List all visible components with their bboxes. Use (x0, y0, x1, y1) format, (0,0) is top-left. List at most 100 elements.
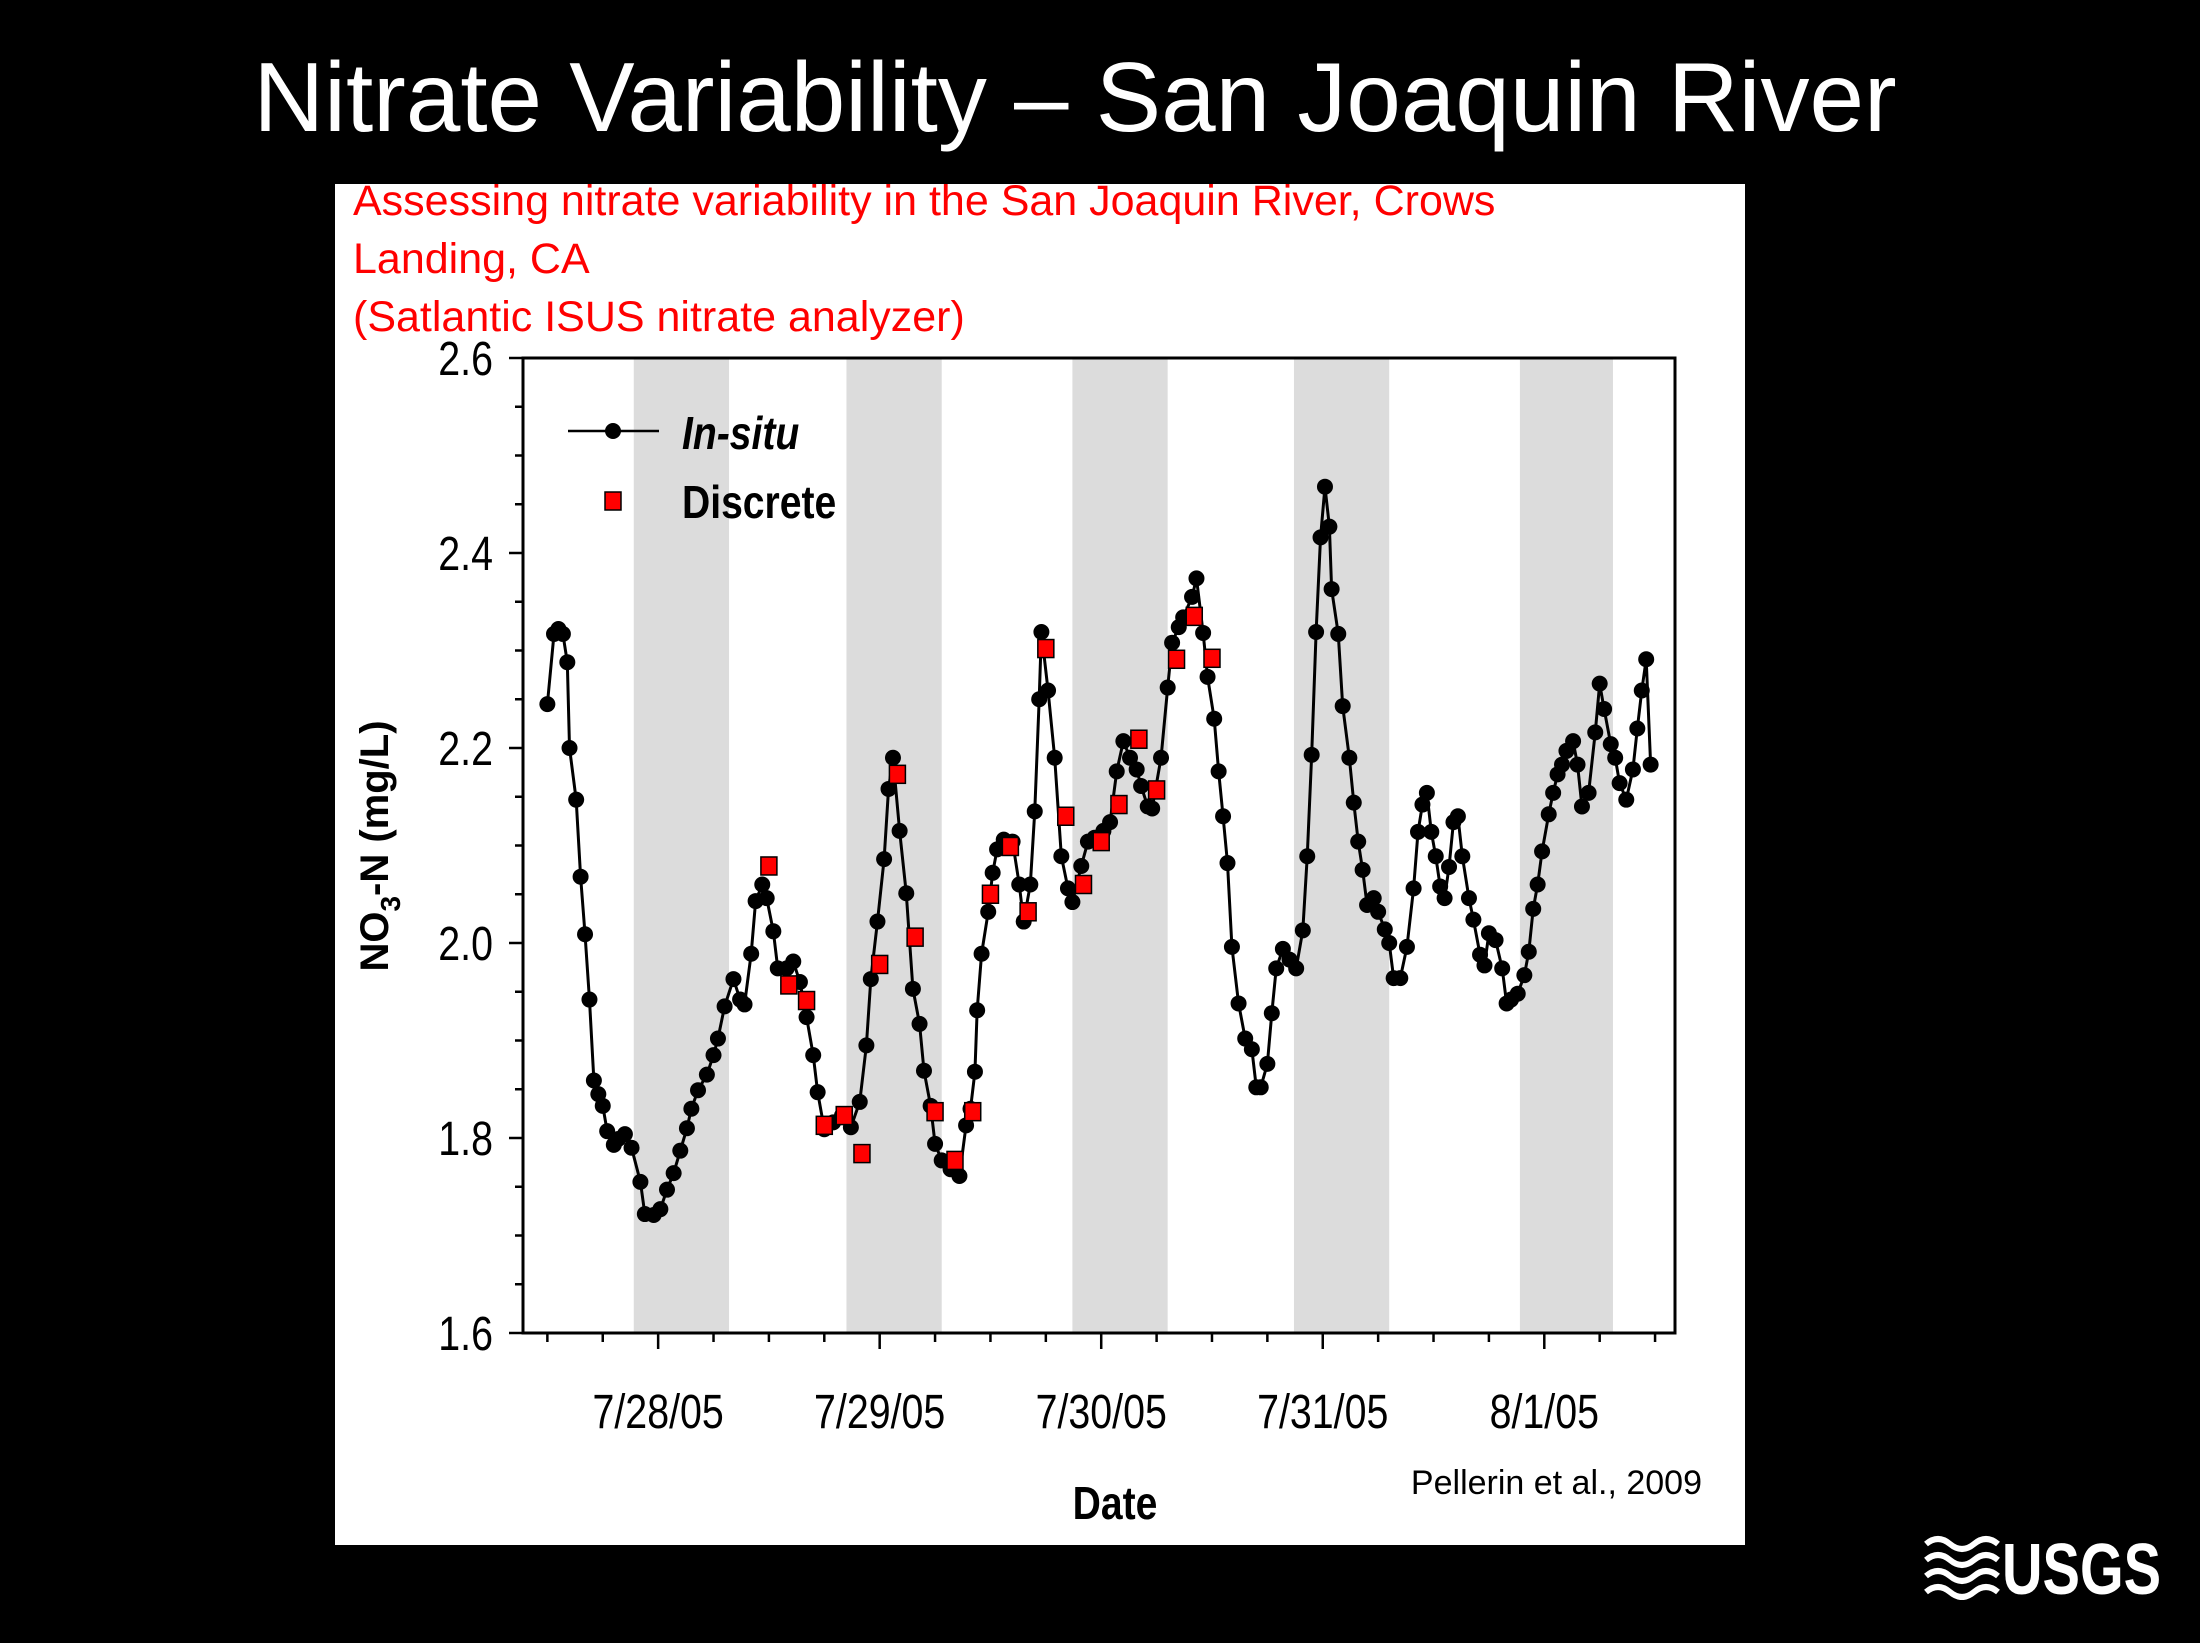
discrete-point (963, 1101, 982, 1122)
insitu-point (1321, 518, 1338, 535)
insitu-point (1053, 848, 1070, 865)
slide-title: Nitrate Variability – San Joaquin River (253, 42, 1897, 152)
discrete-point (906, 927, 924, 947)
discrete-point (797, 990, 816, 1011)
insitu-point (1516, 967, 1533, 984)
discrete-point (981, 884, 1000, 904)
insitu-point (1334, 698, 1351, 715)
axes: 1.6 1.8 2.0 2.2 2.4 2.6 7/28/05 7/29/05 7/30/05 7… (438, 332, 1677, 1439)
insitu-point (1602, 736, 1619, 753)
insitu-point (1033, 623, 1050, 640)
discrete-point (835, 1105, 853, 1126)
insitu-point (1195, 624, 1212, 641)
discrete-point (760, 856, 778, 876)
insitu-point (1219, 855, 1236, 872)
insitu-point (1259, 1055, 1276, 1072)
insitu-point (1494, 960, 1511, 977)
insitu-point (1618, 791, 1635, 808)
insitu-point (1133, 778, 1150, 795)
insitu-point (581, 991, 598, 1008)
discrete-series (760, 606, 1221, 1171)
insitu-point (709, 1030, 726, 1047)
discrete-point (1147, 780, 1166, 800)
insitu-point (765, 923, 782, 940)
insitu-point (1520, 943, 1537, 960)
insitu-point (876, 851, 893, 868)
insitu-point (1108, 763, 1125, 780)
insitu-point (1540, 806, 1557, 823)
night-bands (633, 358, 1613, 1333)
insitu-point (1642, 756, 1659, 773)
insitu-point (984, 864, 1001, 881)
insitu-point (1268, 960, 1285, 977)
insitu-point (785, 953, 802, 970)
insitu-point (1545, 784, 1562, 801)
discrete-point (815, 1115, 834, 1136)
insitu-point (1243, 1041, 1260, 1058)
insitu-point (1465, 911, 1482, 928)
insitu-point (1629, 720, 1646, 737)
legend-insitu-label: In-situ (682, 408, 799, 460)
insitu-point (1026, 803, 1043, 820)
insitu-point (1199, 668, 1216, 685)
insitu-point (1441, 858, 1458, 875)
insitu-point (1223, 938, 1240, 955)
insitu-point (1611, 775, 1628, 792)
insitu-point (1316, 478, 1333, 495)
insitu-point (1449, 808, 1466, 825)
chart-subtitle: Assessing nitrate variability in the San… (353, 172, 1733, 346)
insitu-point (1046, 749, 1063, 766)
y-tick-label: 2.4 (438, 527, 493, 581)
insitu-point (1303, 746, 1320, 763)
x-tick-label: 7/31/05 (1257, 1385, 1388, 1439)
insitu-point (1115, 733, 1132, 750)
insitu-point (652, 1201, 669, 1218)
insitu-point (969, 1002, 986, 1019)
insitu-point (577, 926, 594, 943)
insitu-point (1350, 833, 1367, 850)
discrete-point (1185, 606, 1204, 627)
insitu-point (572, 868, 589, 885)
insitu-point (1476, 957, 1493, 974)
insitu-point (891, 822, 908, 839)
insitu-point (1184, 588, 1201, 605)
insitu-point (683, 1100, 700, 1117)
insitu-point (678, 1120, 695, 1137)
insitu-point (869, 913, 886, 930)
insitu-point (884, 749, 901, 766)
insitu-point (1188, 570, 1205, 587)
insitu-point (599, 1123, 616, 1140)
insitu-series (539, 478, 1659, 1224)
insitu-point (716, 998, 733, 1015)
insitu-point (672, 1142, 689, 1159)
insitu-point (966, 1063, 983, 1080)
insitu-point (1122, 749, 1139, 766)
insitu-point (1102, 814, 1119, 831)
discrete-point (926, 1101, 944, 1122)
insitu-point (1215, 808, 1232, 825)
insitu-point (725, 971, 742, 988)
insitu-point (1525, 900, 1542, 917)
insitu-point (805, 1047, 822, 1064)
insitu-point (705, 1047, 722, 1064)
insitu-point (1263, 1005, 1280, 1022)
insitu-point (1294, 922, 1311, 939)
insitu-point (911, 1015, 928, 1032)
discrete-point (1167, 649, 1186, 670)
insitu-point (616, 1126, 633, 1143)
subtitle-line-2: Landing, CA (353, 235, 590, 283)
citation: Pellerin et al., 2009 (1411, 1464, 1702, 1502)
insitu-point (1206, 710, 1223, 727)
insitu-point (1534, 843, 1551, 860)
insitu-point (623, 1139, 640, 1156)
insitu-point (980, 903, 997, 920)
discrete-point (1001, 836, 1020, 857)
insitu-point (698, 1066, 715, 1083)
night-band (633, 358, 730, 1333)
insitu-point (1607, 749, 1624, 766)
insitu-point (1330, 625, 1347, 642)
y-tick-label: 1.6 (438, 1307, 493, 1361)
insitu-point (862, 971, 879, 988)
insitu-point (1341, 749, 1358, 766)
